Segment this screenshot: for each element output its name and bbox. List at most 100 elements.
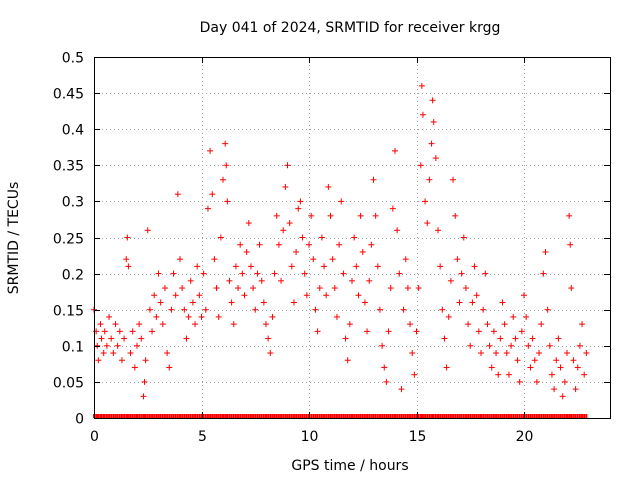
data-point: [223, 162, 230, 169]
data-point: [172, 292, 179, 299]
data-point: [568, 285, 575, 292]
data-point: [566, 212, 573, 219]
data-point: [508, 342, 515, 349]
data-point: [417, 162, 424, 169]
data-point: [159, 321, 166, 328]
y-tick-label: 0.05: [53, 376, 84, 392]
data-point: [245, 220, 252, 227]
data-point: [495, 371, 502, 378]
data-point: [579, 321, 586, 328]
data-point: [247, 263, 254, 270]
data-point: [400, 306, 407, 313]
data-point: [359, 248, 366, 255]
x-tick-label: 15: [409, 429, 427, 445]
data-point: [480, 306, 487, 313]
data-point: [252, 306, 259, 313]
data-point: [499, 299, 506, 306]
data-point: [486, 342, 493, 349]
data-point: [553, 357, 560, 364]
data-point: [198, 313, 205, 320]
data-point: [121, 335, 128, 342]
data-point: [555, 335, 562, 342]
data-point: [161, 285, 168, 292]
data-point: [333, 313, 340, 320]
data-point: [422, 198, 429, 205]
data-point: [484, 321, 491, 328]
data-point: [331, 285, 338, 292]
data-point: [314, 328, 321, 335]
data-point: [297, 198, 304, 205]
data-point: [435, 227, 441, 234]
data-point: [370, 176, 377, 183]
data-point: [256, 241, 263, 248]
time-rug-marks: [93, 414, 588, 418]
data-point: [226, 277, 233, 284]
data-point: [409, 350, 416, 357]
data-point: [432, 155, 439, 162]
data-point: [151, 292, 158, 299]
data-point: [505, 371, 512, 378]
data-point: [215, 313, 222, 320]
x-tick-label: 0: [90, 429, 99, 445]
data-point: [312, 306, 319, 313]
data-point: [383, 378, 390, 385]
data-point: [402, 256, 409, 263]
x-tick-label: 10: [301, 429, 319, 445]
data-point: [561, 378, 568, 385]
data-point: [437, 263, 444, 270]
data-point: [340, 270, 347, 277]
data-point: [308, 212, 315, 219]
data-point: [232, 263, 239, 270]
data-point: [576, 342, 583, 349]
data-point: [100, 350, 107, 357]
data-point: [286, 220, 293, 227]
data-point: [342, 335, 349, 342]
data-point: [415, 285, 422, 292]
data-point: [310, 256, 317, 263]
data-point: [288, 263, 295, 270]
data-point: [153, 313, 160, 320]
data-point: [196, 292, 203, 299]
data-point: [129, 328, 136, 335]
data-point: [183, 335, 190, 342]
data-point: [336, 241, 343, 248]
data-point: [237, 241, 244, 248]
data-point: [516, 378, 523, 385]
data-point: [106, 313, 113, 320]
data-point: [295, 205, 302, 212]
data-point: [450, 176, 457, 183]
data-point: [164, 350, 171, 357]
data-point: [379, 342, 386, 349]
data-point: [112, 321, 119, 328]
x-tick-label: 20: [516, 429, 534, 445]
data-point: [490, 328, 497, 335]
data-point: [557, 364, 564, 371]
data-point: [351, 234, 358, 241]
data-point: [114, 342, 121, 349]
data-point: [536, 350, 543, 357]
data-points: [91, 82, 590, 400]
data-point: [366, 277, 373, 284]
data-point: [574, 364, 581, 371]
data-point: [392, 147, 398, 154]
data-point: [217, 234, 224, 241]
data-point: [452, 212, 459, 219]
data-point: [460, 234, 467, 241]
data-point: [544, 306, 551, 313]
data-point: [482, 270, 489, 277]
data-point: [346, 321, 353, 328]
data-point: [254, 270, 261, 277]
data-point: [465, 321, 472, 328]
data-point: [344, 357, 351, 364]
data-point: [207, 147, 214, 154]
data-point: [273, 212, 280, 219]
data-point: [155, 270, 162, 277]
data-point: [411, 371, 418, 378]
data-point: [467, 342, 474, 349]
data-point: [441, 335, 448, 342]
data-point: [355, 292, 362, 299]
data-point: [445, 313, 452, 320]
data-point: [222, 140, 229, 147]
data-point: [101, 328, 108, 335]
